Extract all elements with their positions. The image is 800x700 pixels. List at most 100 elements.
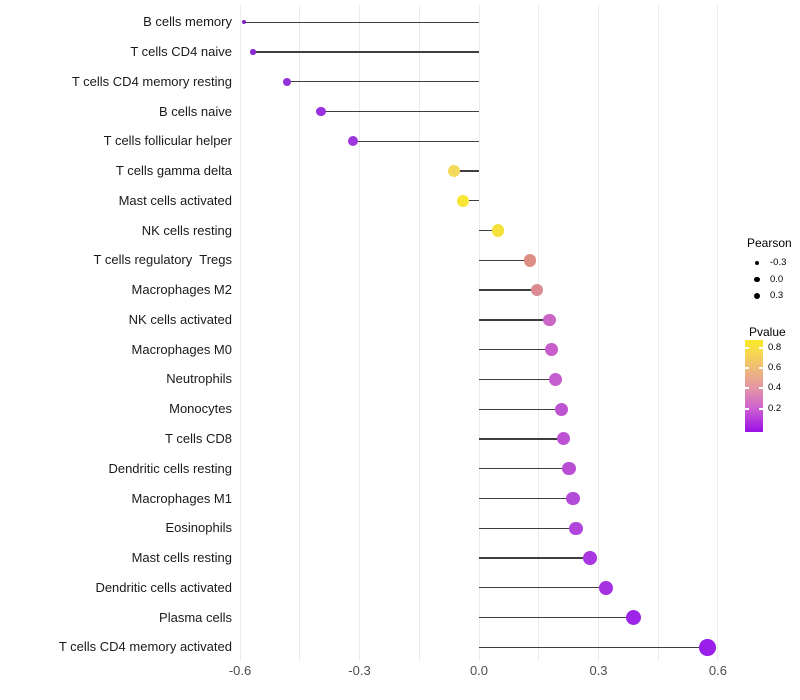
gridline: [239, 5, 241, 661]
category-label: Mast cells activated: [118, 192, 232, 208]
category-label: T cells CD8: [165, 430, 232, 446]
lollipop-stem: [479, 319, 550, 321]
lollipop-stem: [479, 527, 577, 529]
pvalue-legend-label: 0.4: [768, 382, 782, 394]
gridline: [597, 5, 599, 661]
colorbar-tick: [759, 367, 763, 369]
x-tick-label: 0.6: [708, 663, 727, 678]
lollipop-stem: [479, 289, 538, 291]
lollipop-stem: [320, 110, 479, 113]
pearson-legend-label: 0.3: [770, 290, 784, 301]
x-tick-label: -0.6: [228, 663, 252, 678]
lollipop-dot: [315, 106, 326, 117]
pvalue-colorbar: [745, 340, 763, 432]
colorbar-tick: [745, 408, 749, 410]
category-label: Eosinophils: [165, 520, 233, 536]
lollipop-dot: [569, 521, 583, 535]
lollipop-dot: [457, 194, 470, 207]
lollipop-dot: [347, 136, 358, 147]
colorbar-tick: [745, 387, 749, 389]
lollipop-stem: [479, 349, 552, 351]
category-label: Mast cells resting: [131, 550, 232, 566]
category-label: Macrophages M1: [131, 490, 232, 506]
category-label: B cells memory: [143, 14, 232, 30]
lollipop-stem: [253, 51, 479, 53]
lollipop-dot: [698, 639, 716, 656]
lollipop-dot: [492, 224, 505, 237]
gridline: [359, 5, 360, 661]
lollipop-stem: [287, 81, 479, 83]
pvalue-legend-label: 0.2: [768, 403, 782, 414]
x-tick-label: -0.3: [348, 663, 371, 678]
lollipop-stem: [479, 438, 564, 440]
pvalue-legend-title: Pvalue: [749, 325, 786, 339]
pearson-legend-dot: [753, 292, 761, 300]
pvalue-legend-label: 0.6: [768, 361, 782, 373]
gridline: [538, 5, 540, 661]
lollipop-stem: [479, 229, 499, 232]
lollipop-dot: [549, 372, 563, 386]
lollipop-dot: [543, 313, 557, 327]
lollipop-dot: [448, 165, 460, 177]
lollipop-dot: [250, 49, 256, 55]
lollipop-stem: [479, 557, 591, 559]
lollipop-stem: [479, 468, 570, 470]
lollipop-dot: [556, 432, 570, 446]
x-tick-label: 0.0: [469, 663, 489, 678]
gridline: [478, 5, 480, 661]
lollipop-dot: [625, 610, 641, 626]
colorbar-tick: [759, 387, 763, 389]
category-label: Macrophages M0: [131, 341, 232, 357]
gridline: [657, 5, 659, 661]
category-label: Dendritic cells activated: [95, 579, 232, 595]
lollipop-dot: [530, 283, 544, 297]
lollipop-stem: [479, 378, 556, 381]
lollipop-stem: [479, 259, 530, 261]
lollipop-dot: [523, 254, 537, 267]
lollipop-stem: [479, 408, 562, 410]
lollipop-dot: [562, 462, 576, 476]
colorbar-tick: [745, 367, 749, 369]
lollipop-stem: [479, 497, 573, 500]
lollipop-stem: [244, 21, 479, 23]
lollipop-stem: [453, 170, 479, 172]
gridline: [717, 5, 719, 661]
pearson-legend-title: Pearson: [747, 236, 792, 250]
gridline: [299, 5, 301, 661]
category-label: Macrophages M2: [131, 282, 232, 298]
x-tick-label: 0.3: [589, 663, 608, 678]
category-label: T cells CD4 memory activated: [58, 639, 232, 655]
category-label: Monocytes: [169, 401, 232, 417]
category-label: Plasma cells: [159, 609, 232, 625]
category-label: T cells CD4 naive: [130, 43, 232, 59]
category-label: B cells naive: [159, 103, 232, 119]
lollipop-dot: [566, 491, 580, 506]
category-label: Neutrophils: [166, 371, 232, 387]
pvalue-legend-label: 0.8: [768, 342, 782, 353]
lollipop-dot: [583, 551, 598, 565]
lollipop-dot: [283, 77, 292, 86]
colorbar-tick: [745, 347, 749, 349]
gridline: [418, 5, 420, 661]
lollipop-dot: [554, 402, 568, 416]
pearson-legend-label: -0.3: [770, 257, 787, 268]
category-label: NK cells resting: [141, 222, 232, 238]
lollipop-dot: [241, 20, 247, 25]
category-label: T cells regulatory Tregs: [93, 252, 232, 268]
category-label: T cells CD4 memory resting: [71, 73, 232, 89]
colorbar-tick: [759, 347, 763, 349]
colorbar-tick: [759, 408, 763, 410]
pearson-legend-dot: [754, 260, 760, 266]
category-label: T cells gamma delta: [115, 163, 232, 179]
lollipop-dot: [545, 343, 559, 357]
lollipop-stem: [479, 646, 708, 649]
lollipop-stem: [479, 587, 607, 589]
lollipop-dot: [598, 580, 614, 595]
pearson-legend-dot: [754, 276, 760, 283]
lollipop-stem: [479, 616, 634, 619]
pearson-legend-label: 0.0: [770, 273, 784, 285]
category-label: NK cells activated: [128, 311, 232, 327]
category-label: Dendritic cells resting: [108, 460, 232, 476]
lollipop-stem: [463, 200, 479, 202]
